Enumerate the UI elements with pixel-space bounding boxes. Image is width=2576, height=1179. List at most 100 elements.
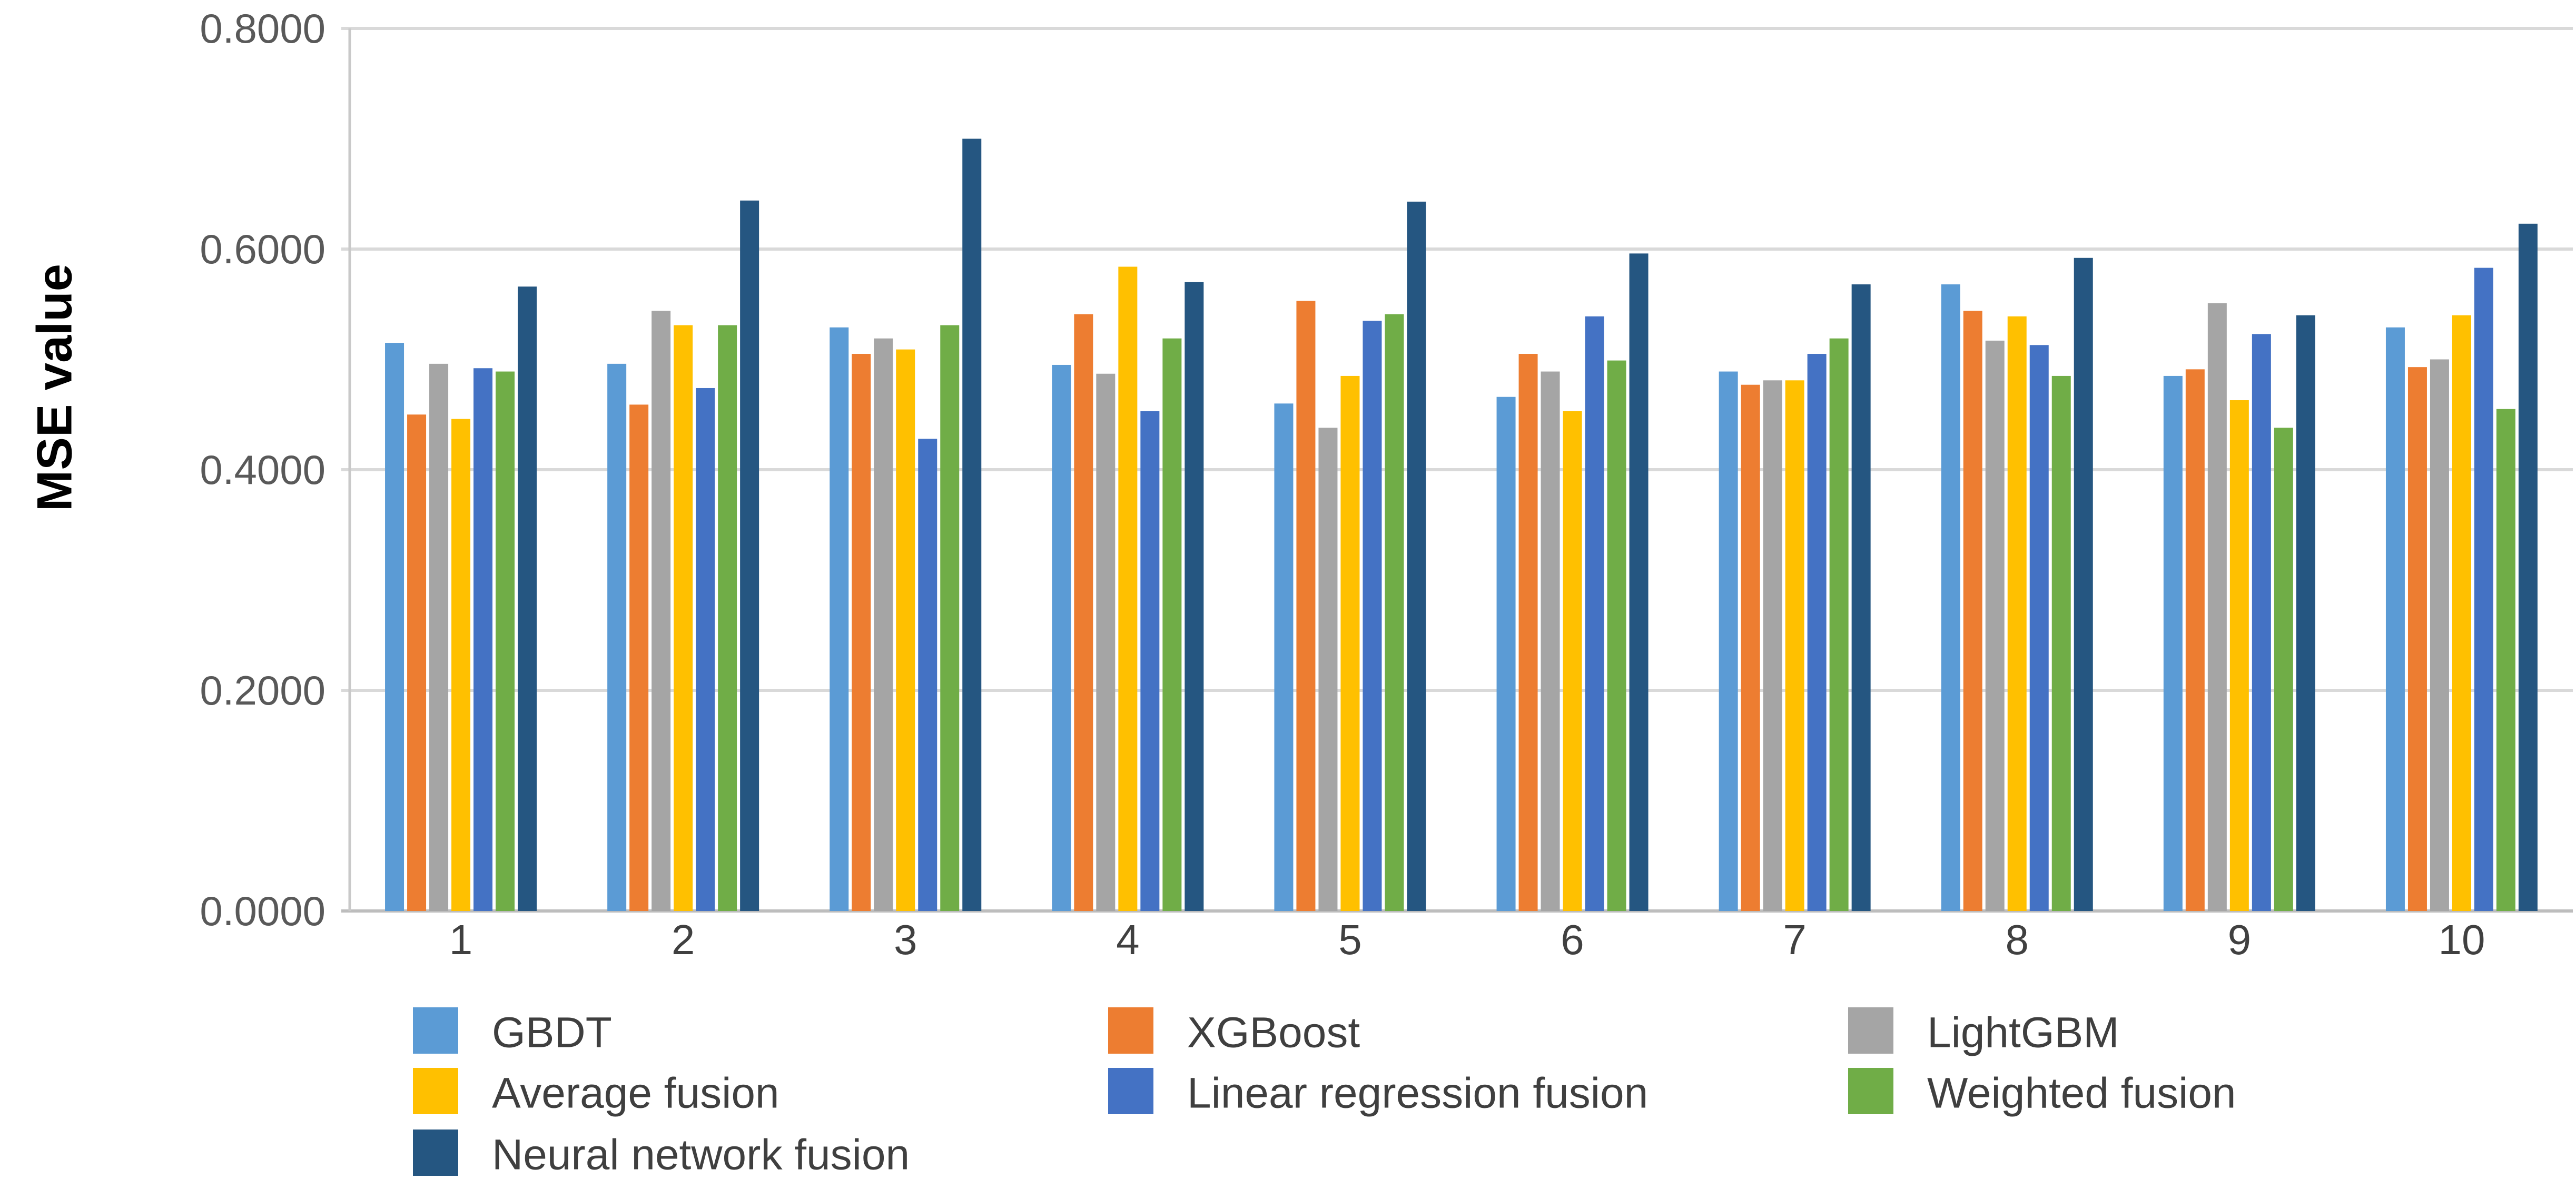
- bar: [385, 343, 404, 912]
- bar: [2274, 428, 2293, 911]
- legend-swatch: [1108, 1068, 1153, 1114]
- bar: [962, 138, 982, 911]
- legend-swatch: [413, 1068, 458, 1114]
- bar: [652, 311, 671, 911]
- bar: [2452, 315, 2471, 912]
- bar: [1963, 311, 1982, 911]
- legend-swatch: [1848, 1068, 1893, 1114]
- bar: [2051, 375, 2071, 911]
- bar: [2229, 400, 2249, 911]
- bar: [1274, 403, 1294, 911]
- x-tick-label: 2: [672, 916, 695, 963]
- bar: [1585, 316, 1604, 912]
- bar: [2430, 359, 2449, 911]
- bar: [2496, 409, 2515, 911]
- bar: [1829, 338, 1849, 911]
- bar: [2207, 303, 2227, 911]
- bar: [1518, 354, 1538, 911]
- bar: [1741, 384, 1760, 911]
- x-tick-label: 3: [894, 916, 917, 963]
- x-tick-label: 9: [2228, 916, 2252, 963]
- bar: [473, 368, 493, 911]
- bar: [2163, 375, 2183, 911]
- y-axis-title: MSE value: [27, 264, 82, 511]
- bar: [2385, 327, 2405, 911]
- bar: [1140, 411, 1160, 911]
- bar: [2518, 223, 2538, 912]
- bar: [451, 419, 471, 911]
- bar: [2185, 369, 2205, 911]
- legend-label: Linear regression fusion: [1187, 1069, 1648, 1117]
- bar: [629, 404, 649, 911]
- y-tick-label: 0.0000: [200, 888, 325, 934]
- bar: [1851, 284, 1871, 911]
- legend-label: Average fusion: [492, 1069, 779, 1117]
- legend-label: Weighted fusion: [1927, 1069, 2236, 1117]
- bar: [1607, 360, 1626, 911]
- x-tick-label: 6: [1561, 916, 1584, 963]
- bar: [1941, 284, 1960, 911]
- bar: [518, 286, 537, 911]
- x-tick-label: 10: [2438, 916, 2485, 963]
- bar: [1385, 314, 1404, 911]
- bar: [2007, 316, 2027, 912]
- x-tick-label: 5: [1338, 916, 1362, 963]
- bar: [1052, 364, 1071, 911]
- legend-label: LightGBM: [1927, 1009, 2119, 1057]
- legend-swatch: [1848, 1007, 1893, 1054]
- bar: [2074, 257, 2093, 911]
- legend-label: Neural network fusion: [492, 1131, 910, 1179]
- bar: [830, 327, 849, 911]
- bar: [1363, 321, 1382, 911]
- legend-label: XGBoost: [1187, 1009, 1360, 1057]
- bar: [1496, 397, 1516, 911]
- x-tick-label: 1: [449, 916, 473, 963]
- bar: [1563, 411, 1582, 911]
- bar: [1296, 301, 1316, 911]
- bar: [874, 338, 893, 911]
- bar: [2252, 334, 2271, 912]
- bar: [1541, 371, 1560, 912]
- bar: [1096, 373, 1116, 911]
- bar: [1719, 371, 1738, 912]
- bar: [1629, 253, 1649, 911]
- bar: [674, 325, 693, 912]
- y-tick-label: 0.4000: [200, 447, 325, 493]
- bar: [1118, 266, 1138, 911]
- bar: [407, 414, 427, 911]
- bar: [1763, 380, 1782, 911]
- bar: [696, 388, 715, 911]
- legend-swatch: [1108, 1007, 1153, 1054]
- x-tick-label: 8: [2006, 916, 2029, 963]
- bar: [2407, 367, 2427, 911]
- y-tick-label: 0.6000: [200, 226, 325, 272]
- bar: [740, 200, 759, 911]
- legend-swatch: [413, 1130, 458, 1176]
- bar: [2029, 345, 2049, 911]
- bar: [1185, 282, 1204, 911]
- bar: [1985, 340, 2005, 911]
- y-tick-label: 0.8000: [200, 5, 325, 52]
- bar: [1162, 338, 1182, 911]
- bar: [896, 349, 915, 911]
- bar: [429, 363, 449, 911]
- bar: [607, 363, 627, 911]
- bar: [1407, 201, 1426, 911]
- bar: [918, 439, 937, 911]
- bar: [1318, 428, 1338, 911]
- bar: [940, 325, 960, 912]
- bar: [1340, 375, 1360, 911]
- bar: [2296, 315, 2315, 912]
- legend-swatch: [413, 1007, 458, 1054]
- bar: [1074, 314, 1093, 911]
- bar: [1807, 354, 1827, 911]
- x-tick-label: 7: [1783, 916, 1807, 963]
- y-tick-label: 0.2000: [200, 667, 325, 714]
- legend-label: GBDT: [492, 1009, 612, 1057]
- bar: [1785, 380, 1804, 911]
- bar: [852, 354, 871, 911]
- bar: [2474, 267, 2493, 911]
- bar: [718, 325, 737, 912]
